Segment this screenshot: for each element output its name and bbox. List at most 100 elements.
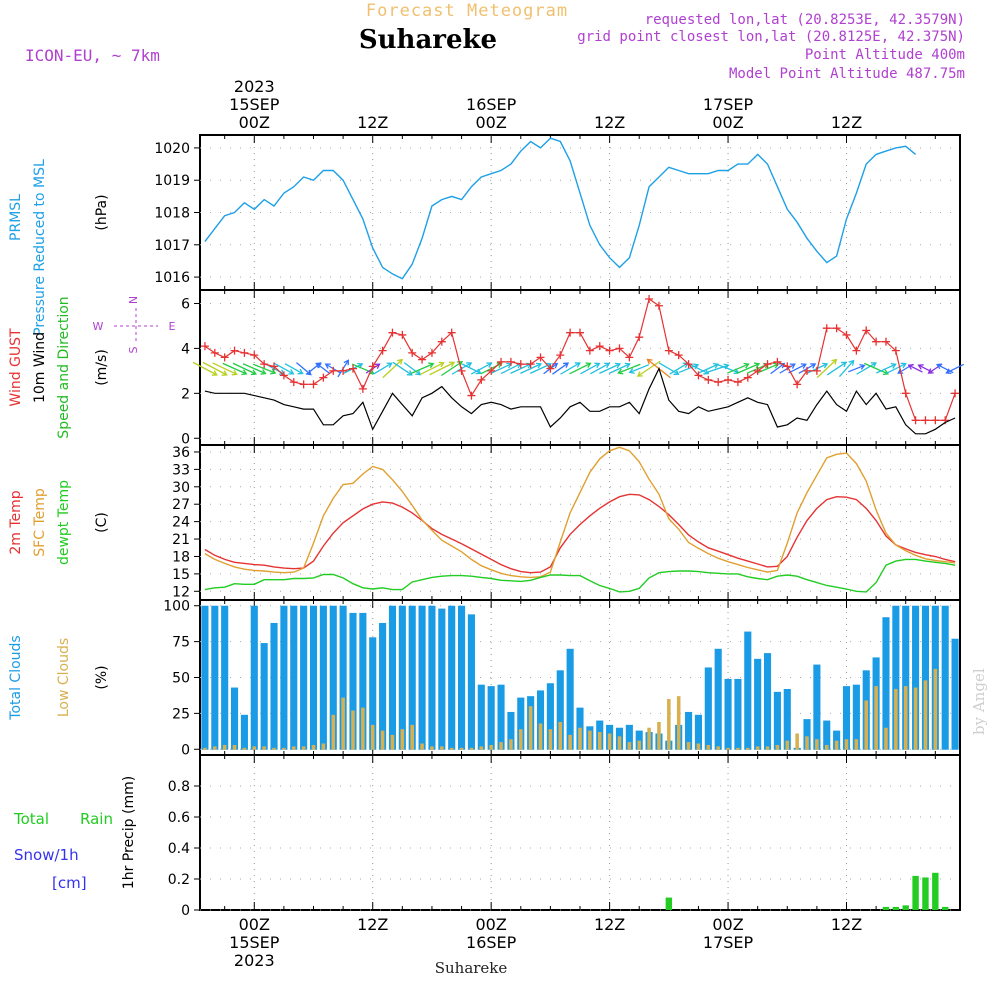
time-label-top: 12Z [357,113,388,132]
low-cloud-bar [361,708,365,750]
gust-marker [290,378,298,386]
gust-marker [931,416,939,424]
precip-bar [932,873,938,910]
watermark: by Angel [970,668,988,735]
low-cloud-bar [460,748,464,750]
total-cloud-bar [705,667,712,749]
precip-bar [893,907,899,910]
y-tick-label: 15 [172,567,190,583]
low-cloud-bar [835,741,839,750]
low-cloud-bar [410,725,414,750]
total-cloud-bar [211,606,218,750]
legend-snow-unit: [cm] [52,874,87,892]
low-cloud-bar [647,728,651,750]
total-cloud-bar [448,606,455,750]
panel-1: 0246(m/s)Wind GUST 10m Wind Speed and Dire… [8,290,964,447]
low-cloud-bar [568,735,572,750]
y-axis-label: Total Clouds [8,635,24,720]
y-axis-label: 10m Wind [32,332,48,403]
low-cloud-bar [539,723,543,749]
compass-s: S [127,346,140,353]
y-axis-label: Wind GUST [8,328,24,407]
gust-marker [912,416,920,424]
gust-marker [714,378,722,386]
gust-marker [300,380,308,388]
footer-location: Suhareke [435,959,508,977]
gust-marker [319,374,327,382]
header-subtitle: Forecast Meteogram [366,1,568,21]
gust-marker [635,333,643,341]
legend-rain: Rain [80,810,113,828]
y-tick-label: 33 [172,462,190,478]
time-label-bottom: 2023 [234,951,275,970]
wind-arrow [193,362,217,375]
header-point-altitude: Point Altitude 400m [805,47,965,63]
gust-marker [724,376,732,384]
gust-marker [734,378,742,386]
low-cloud-bar [381,731,385,750]
gust-marker [566,329,574,337]
gust-marker [310,380,318,388]
meteogram-root: Forecast Meteogram Suhareke ICON-EU, ~ 7… [0,0,1000,1000]
low-cloud-bar [914,688,918,750]
wind-arrow [411,364,433,374]
low-cloud-bar [420,744,424,750]
y-tick-label: 0.2 [168,872,190,888]
y-axis-label: Low Clouds [56,638,72,717]
total-cloud-bar [715,649,722,750]
gust-marker [398,331,406,339]
total-cloud-bar [754,659,761,750]
low-cloud-bar [480,746,484,749]
y-tick-label: 18 [172,549,190,565]
panel-4: 0 0.2 0.4 0.6 0.8 1hr Precip (mm) Total RainSno… [13,755,960,919]
low-cloud-bar [726,748,730,750]
y-tick-label: 24 [172,515,190,531]
time-label-top: 15SEP [229,95,280,114]
panel-frame [200,755,960,910]
low-cloud-bar [805,736,809,749]
gust-marker [458,367,466,375]
total-cloud-bar [942,606,949,750]
wind-arrow [659,363,678,374]
total-cloud-bar [813,665,820,750]
y-axis-label: Pressure Reduced to MSL [32,159,48,336]
gust-marker [221,353,229,361]
low-cloud-bar [855,739,859,750]
low-cloud-bar [351,711,355,750]
series-line [205,559,955,592]
gust-marker [606,347,614,355]
low-cloud-bar [608,733,612,749]
total-cloud-bar [270,623,277,750]
precip-bar [922,877,928,910]
header-model: ICON-EU, ~ 7km [25,46,160,65]
low-cloud-bar [657,722,661,750]
low-cloud-bar [785,741,789,750]
time-label-top: 12Z [594,113,625,132]
gust-marker [902,389,910,397]
low-cloud-bar [549,729,553,750]
y-tick-label: 30 [172,480,190,496]
gust-marker [951,389,959,397]
header-gridpoint: grid point closest lon,lat (20.8125E, 42… [577,29,965,45]
y-tick-label: 1019 [154,173,190,189]
low-cloud-bar [282,748,286,750]
low-cloud-bar [391,735,395,750]
y-tick-label: 0 [181,903,190,919]
y-tick-label: 21 [172,532,190,548]
panel-frame [200,445,960,600]
time-label-bottom: 16SEP [466,933,517,952]
y-axis-label: SFC Temp [32,488,48,557]
low-cloud-bar [598,732,602,750]
y-tick-label: 27 [172,497,190,513]
y-tick-label: 25 [172,706,190,722]
total-cloud-bar [389,606,396,750]
low-cloud-bar [558,722,562,750]
gust-marker [408,349,416,357]
low-cloud-bar [618,736,622,749]
y-tick-label: 75 [172,635,190,651]
gust-marker [576,329,584,337]
y-tick-label: 1016 [154,270,190,286]
total-cloud-bar [280,606,287,750]
total-cloud-bar [231,688,238,750]
time-label-top: 00Z [712,113,743,132]
